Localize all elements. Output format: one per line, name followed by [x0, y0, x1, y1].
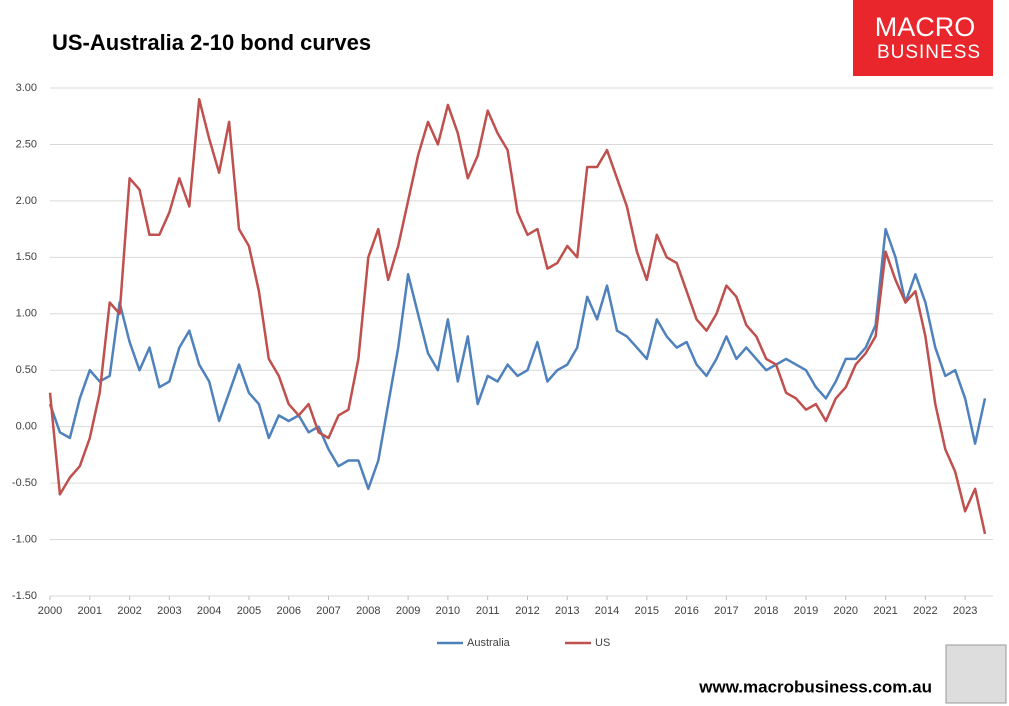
x-tick-label: 2019 — [794, 605, 818, 617]
chart-title: US-Australia 2-10 bond curves — [52, 30, 371, 55]
y-tick-label: 3.00 — [16, 82, 37, 94]
x-tick-label: 2012 — [515, 605, 539, 617]
legend-label: US — [595, 637, 610, 649]
series-line — [48, 227, 987, 491]
logo-text: BUSINESS — [877, 42, 981, 63]
x-tick-label: 2003 — [157, 605, 181, 617]
x-tick-label: 2008 — [356, 605, 380, 617]
x-tick-label: 2023 — [953, 605, 977, 617]
x-tick-label: 2005 — [237, 605, 261, 617]
y-tick-label: 2.00 — [16, 195, 37, 207]
x-tick-label: 2010 — [436, 605, 460, 617]
x-tick-label: 2004 — [197, 605, 221, 617]
y-tick-label: 0.00 — [16, 421, 37, 433]
x-tick-label: 2001 — [78, 605, 102, 617]
x-tick-label: 2018 — [754, 605, 778, 617]
x-tick-label: 2009 — [396, 605, 420, 617]
logo-text: MACRO — [875, 12, 976, 42]
series-line — [48, 98, 987, 535]
x-tick-label: 2015 — [635, 605, 659, 617]
x-tick-label: 2007 — [316, 605, 340, 617]
x-tick-label: 2022 — [913, 605, 937, 617]
x-tick-label: 2016 — [674, 605, 698, 617]
y-tick-label: -1.50 — [12, 590, 37, 602]
x-tick-label: 2014 — [595, 605, 619, 617]
x-tick-label: 2006 — [276, 605, 300, 617]
y-tick-label: 1.00 — [16, 308, 37, 320]
legend-label: Australia — [467, 637, 511, 649]
x-tick-label: 2011 — [476, 605, 500, 617]
y-tick-label: -1.00 — [12, 533, 37, 545]
x-tick-label: 2002 — [117, 605, 141, 617]
x-tick-label: 2020 — [834, 605, 858, 617]
y-tick-label: -0.50 — [12, 477, 37, 489]
source: www.macrobusiness.com.au — [698, 677, 932, 696]
wolf-logo — [945, 644, 1007, 704]
x-tick-label: 2021 — [873, 605, 897, 617]
logo-box — [853, 0, 993, 76]
x-tick-label: 2017 — [714, 605, 738, 617]
y-tick-label: 0.50 — [16, 364, 37, 376]
y-tick-label: 2.50 — [16, 138, 37, 150]
x-tick-label: 2013 — [555, 605, 579, 617]
y-tick-label: 1.50 — [16, 251, 37, 263]
x-tick-label: 2000 — [38, 605, 62, 617]
